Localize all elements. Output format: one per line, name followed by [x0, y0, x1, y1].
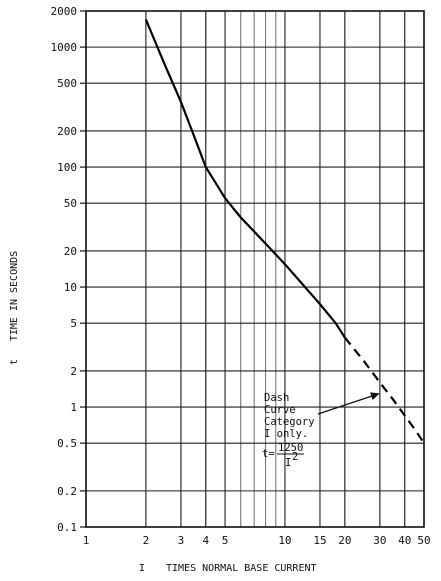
y-tick-label: 0.2: [57, 485, 77, 498]
x-axis-prefix: I: [139, 563, 145, 574]
y-tick-label: 1000: [51, 41, 78, 54]
formula-exponent: 2: [292, 451, 298, 463]
minor-gridlines: [85, 11, 425, 527]
x-axis-label: TIMES NORMAL BASE CURRENT: [166, 563, 317, 574]
x-tick-label: 50: [417, 534, 430, 547]
x-tick-label: 4: [202, 534, 209, 547]
x-tick-label: 2: [143, 534, 150, 547]
formula-prefix: t=: [262, 448, 275, 460]
y-tick-label: 100: [57, 161, 77, 174]
x-tick-label: 3: [178, 534, 185, 547]
y-tick-label: 500: [57, 77, 77, 90]
y-tick-label: 2000: [51, 5, 78, 18]
y-tick-label: 5: [70, 317, 77, 330]
y-axis-prefix: t: [9, 359, 20, 365]
y-tick-label: 0.5: [57, 437, 77, 450]
x-tick-label: 40: [398, 534, 411, 547]
y-tick-labels: 2000 1000 500 200 100 50 20 10 5 2 1 0.5 0.2 0.1: [51, 5, 86, 534]
annotation-line-2: Curve: [264, 404, 296, 416]
major-gridlines: [85, 10, 425, 528]
annotation-arrow: [317, 395, 372, 415]
x-tick-label: 10: [278, 534, 291, 547]
x-tick-label: 30: [373, 534, 386, 547]
solid-curve-line: [144, 19, 346, 339]
y-tick-label: 200: [57, 125, 77, 138]
annotation-line-1: Dash: [264, 392, 289, 404]
x-tick-labels: 1 2 3 4 5 10 15 20 30 40 50: [83, 534, 431, 547]
annotation-line-4: I only.: [264, 428, 308, 440]
formula-numerator: 1250: [278, 442, 303, 454]
x-tick-label: 15: [313, 534, 326, 547]
curves: [144, 19, 425, 444]
y-tick-label: 2: [70, 365, 77, 378]
y-tick-label: 0.1: [57, 521, 77, 534]
y-tick-label: 1: [70, 401, 77, 414]
x-tick-label: 5: [222, 534, 229, 547]
y-tick-label: 20: [64, 245, 77, 258]
dashed-curve-line: [343, 336, 425, 444]
x-tick-label: 20: [338, 534, 351, 547]
y-axis-label: TIME IN SECONDS: [9, 251, 20, 341]
y-tick-label: 50: [64, 197, 77, 210]
arrowhead-icon: [370, 392, 380, 401]
dash-curve-annotation: Dash Curve Category I only. t= 1250 I 2: [262, 392, 380, 469]
plot-border: [85, 10, 425, 528]
x-tick-label: 1: [83, 534, 90, 547]
y-tick-label: 10: [64, 281, 77, 294]
annotation-line-3: Category: [264, 416, 315, 428]
formula-denominator: I: [285, 457, 291, 469]
plot-frame: [85, 10, 425, 528]
